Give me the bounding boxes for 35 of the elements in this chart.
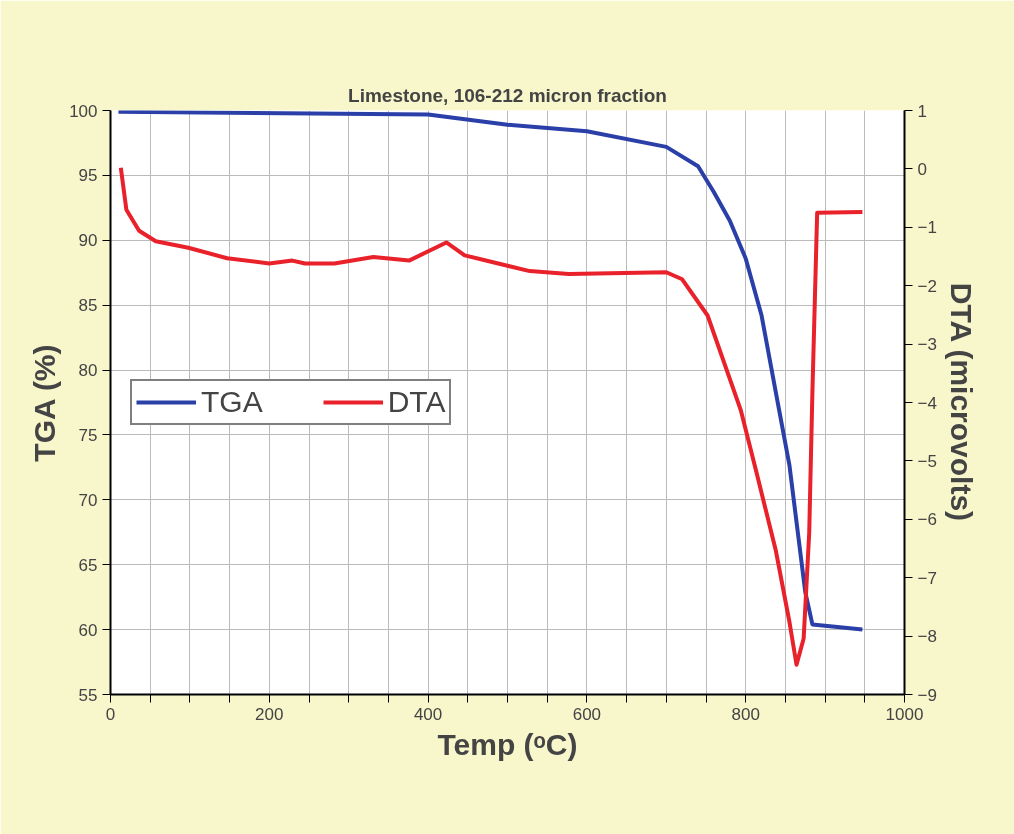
chart-title: Limestone, 106-212 micron fraction [348,84,667,106]
y-tick-label: 100 [69,101,98,121]
line-series [116,110,865,632]
x-tick-label: 0 [105,704,116,724]
y-axis-title: TGA (%) [28,344,62,462]
legend-label: TGA [201,385,263,419]
x-tick-label: 200 [255,704,284,724]
x-tick-label: 1000 [885,704,924,724]
y-tick-label: 85 [78,296,98,316]
legend-label: DTA [387,385,446,419]
y2-tick-label: −6 [917,510,937,530]
line-series [118,165,865,667]
y2-tick-label: −3 [917,335,937,355]
y2-tick-label: −7 [917,568,937,588]
y2-tick-label: 0 [917,159,927,179]
y2-tick-label: −1 [917,218,937,238]
y-tick-label: 75 [78,425,98,445]
y-tick-label: 95 [78,166,98,186]
x-tick-label: 800 [731,704,760,724]
y-tick-label: 55 [78,685,98,705]
x-tick-label: 600 [572,704,602,724]
x-axis-title: Temp (ᵒC) [437,727,578,761]
y-tick-label: 90 [78,231,98,251]
y-tick-label: 60 [78,620,98,640]
y2-tick-label: −9 [917,685,937,705]
y-tick-label: 70 [78,490,98,510]
y-tick-label: 65 [78,555,98,575]
y2-tick-label: −5 [917,451,937,471]
y2-axis-title: DTA (microvolts) [944,282,978,522]
y2-tick-label: −8 [917,627,937,647]
x-tick-label: 400 [413,704,443,724]
y2-tick-label: −2 [917,276,937,296]
y-tick-label: 80 [78,361,98,381]
y2-tick-label: 1 [917,101,927,121]
y2-tick-label: −4 [917,393,937,413]
